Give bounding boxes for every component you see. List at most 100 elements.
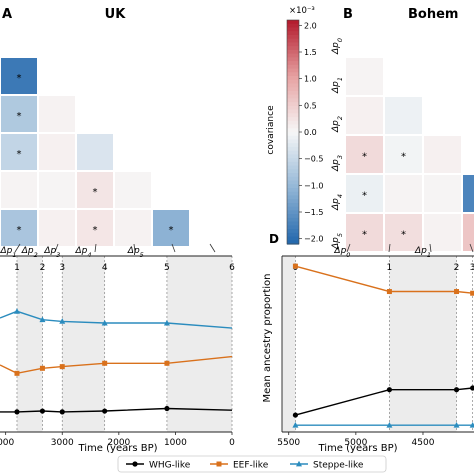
colorbar-segment — [287, 53, 299, 58]
data-point — [163, 319, 170, 326]
data-point — [14, 370, 20, 376]
panel-b-title: Bohem — [408, 7, 458, 22]
colorbar-segment — [287, 34, 299, 40]
timepoint-label: 3 — [59, 263, 65, 273]
colorbar-segment — [287, 206, 299, 211]
colorbar-segment — [287, 79, 299, 85]
significance-star: * — [17, 111, 22, 122]
connector-line — [94, 243, 97, 253]
colorbar-segment — [287, 42, 299, 47]
colorbar-segment — [287, 113, 299, 118]
colorbar-tick-label: −1.0 — [304, 181, 323, 190]
row-label: Δp3 — [331, 155, 344, 172]
colorbar-segment — [287, 143, 299, 148]
colorbar-segment — [287, 94, 299, 99]
colorbar: 2.0 1.5 1.0 0.5 0.0 −0.5 −1.0 −1.5 −2.0 — [286, 19, 323, 245]
colorbar-segment — [287, 102, 299, 107]
heatmap-cell — [385, 214, 422, 251]
colorbar-segment — [287, 46, 299, 51]
legend-label: WHG-like — [149, 461, 191, 471]
x-tick-label: 3000 — [51, 438, 74, 448]
colorbar-segment — [287, 202, 299, 208]
data-point — [13, 308, 20, 314]
colorbar-segment — [287, 221, 299, 226]
heatmap-uk: * * * * * * * — [1, 58, 216, 253]
legend-marker — [132, 461, 138, 467]
colorbar-segment — [287, 225, 299, 230]
data-point — [386, 422, 393, 428]
timepoint-label: 4 — [102, 263, 108, 273]
interval-label: Δp4 — [74, 246, 91, 259]
significance-star: * — [17, 149, 22, 160]
data-point — [453, 387, 460, 393]
colorbar-tick-label: 0.0 — [304, 128, 317, 137]
colorbar-segment — [287, 139, 299, 144]
colorbar-tick-label: 0.5 — [304, 101, 317, 110]
colorbar-segment — [287, 217, 299, 223]
colorbar-segment — [287, 184, 299, 189]
connector-line — [54, 243, 59, 253]
heatmap-cell — [346, 214, 383, 251]
connector-line — [469, 243, 474, 253]
colorbar-segment — [287, 188, 299, 193]
colorbar-segment — [287, 31, 299, 36]
colorbar-segment — [287, 214, 299, 219]
shaded-interval — [16, 256, 43, 432]
colorbar-segment — [287, 83, 299, 88]
colorbar-segment — [287, 64, 299, 70]
heatmap-cell — [115, 172, 151, 208]
shaded-interval — [389, 256, 457, 432]
panel-letter-b: B — [343, 7, 353, 22]
interval-label: Δp5 — [127, 246, 144, 259]
data-point — [453, 422, 460, 428]
heatmap-cell — [1, 96, 37, 132]
legend-label: EEF-like — [233, 461, 269, 471]
colorbar-segment — [287, 146, 299, 152]
colorbar-segment — [287, 180, 299, 185]
heatmap-cell — [1, 58, 37, 94]
panel-d-ylabel: Mean ancestry proportion — [262, 274, 273, 403]
significance-star: * — [401, 230, 406, 241]
heatmap-cell — [1, 210, 37, 246]
legend-marker — [296, 460, 302, 467]
timepoint-label: 5 — [164, 263, 170, 273]
colorbar-segment — [287, 165, 299, 170]
colorbar-tick-label: −2.0 — [304, 235, 323, 244]
data-point — [292, 263, 298, 269]
heatmap-cell — [115, 210, 151, 246]
colorbar-segment — [287, 199, 299, 204]
heatmap-cell — [153, 210, 189, 246]
heatmap-cell — [1, 172, 37, 208]
heatmap-cell — [346, 58, 383, 95]
timepoint-label: 1 — [387, 263, 393, 273]
timepoint-label: 2 — [454, 263, 460, 273]
significance-star: * — [17, 73, 22, 84]
heatmap-cell — [39, 96, 75, 132]
data-point — [101, 319, 108, 326]
shaded-interval — [166, 256, 232, 432]
x-tick-label: 2000 — [107, 438, 130, 448]
data-point — [59, 409, 65, 415]
data-point — [454, 289, 460, 295]
data-point — [386, 289, 392, 295]
colorbar-segment — [287, 61, 299, 66]
colorbar-segment — [287, 128, 299, 133]
x-tick-label: 000 — [0, 438, 15, 448]
x-tick-label: 4500 — [412, 438, 435, 448]
series-line — [295, 265, 473, 294]
colorbar-segment — [287, 176, 299, 182]
heatmap-cell — [77, 172, 113, 208]
series-line — [295, 387, 473, 416]
significance-star: * — [93, 225, 98, 236]
colorbar-segment — [287, 57, 299, 62]
connector-line — [388, 243, 391, 253]
colorbar-segment — [287, 105, 299, 111]
heatmap-cell — [77, 210, 113, 246]
colorbar-segment — [287, 109, 299, 114]
colorbar-segment — [287, 68, 299, 73]
colorbar-label: covariance — [266, 105, 276, 155]
legend: WHG-like EEF-like Steppe-like — [117, 455, 387, 473]
data-point — [470, 385, 474, 391]
